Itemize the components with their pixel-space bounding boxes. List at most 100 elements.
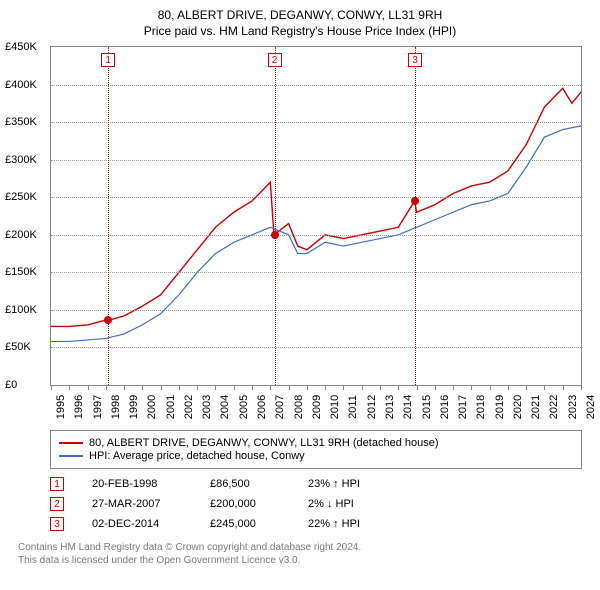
y-axis-label: £200K — [5, 229, 37, 241]
x-tick — [471, 385, 472, 390]
events-table: 1 20-FEB-1998 £86,500 23% ↑ HPI 2 27-MAR… — [50, 477, 582, 531]
x-axis-label: 2000 — [146, 395, 158, 419]
x-tick — [544, 385, 545, 390]
x-axis-label: 2005 — [238, 395, 250, 419]
event-marker: 3 — [50, 517, 64, 531]
footer-attribution: Contains HM Land Registry data © Crown c… — [18, 541, 582, 567]
event-date: 02-DEC-2014 — [92, 518, 182, 530]
x-axis-label: 2012 — [366, 395, 378, 419]
x-axis-label: 2016 — [439, 395, 451, 419]
gridline — [51, 272, 581, 273]
x-axis-label: 2024 — [585, 395, 597, 419]
chart-plot-svg — [51, 47, 581, 385]
legend-swatch — [59, 442, 83, 444]
event-pct: 2% ↓ HPI — [308, 498, 398, 510]
event-marker: 2 — [268, 53, 282, 67]
x-tick — [289, 385, 290, 390]
x-axis-label: 1997 — [92, 395, 104, 419]
x-tick — [343, 385, 344, 390]
x-axis-label: 1995 — [55, 395, 67, 419]
legend-label: 80, ALBERT DRIVE, DEGANWY, CONWY, LL31 9… — [89, 437, 439, 449]
event-dot — [271, 231, 279, 239]
x-axis-label: 2009 — [311, 395, 323, 419]
x-tick — [453, 385, 454, 390]
event-date: 27-MAR-2007 — [92, 498, 182, 510]
x-tick — [234, 385, 235, 390]
y-axis-label: £150K — [5, 266, 37, 278]
event-row: 1 20-FEB-1998 £86,500 23% ↑ HPI — [50, 477, 582, 491]
gridline — [51, 310, 581, 311]
event-row: 2 27-MAR-2007 £200,000 2% ↓ HPI — [50, 497, 582, 511]
footer-line: This data is licensed under the Open Gov… — [18, 554, 582, 567]
gridline — [51, 347, 581, 348]
x-axis-label: 1999 — [128, 395, 140, 419]
event-marker: 2 — [50, 497, 64, 511]
legend-swatch — [59, 455, 83, 457]
x-axis-label: 2007 — [274, 395, 286, 419]
event-date: 20-FEB-1998 — [92, 478, 182, 490]
x-tick — [88, 385, 89, 390]
event-marker: 1 — [50, 477, 64, 491]
event-price: £86,500 — [210, 478, 280, 490]
x-axis-label: 2020 — [512, 395, 524, 419]
x-tick — [417, 385, 418, 390]
x-tick — [270, 385, 271, 390]
event-dot — [104, 316, 112, 324]
y-axis-label: £250K — [5, 191, 37, 203]
event-pct: 23% ↑ HPI — [308, 478, 398, 490]
footer-line: Contains HM Land Registry data © Crown c… — [18, 541, 582, 554]
x-axis-label: 2019 — [494, 395, 506, 419]
event-vline — [275, 47, 276, 385]
y-axis-label: £100K — [5, 304, 37, 316]
event-marker: 1 — [101, 53, 115, 67]
x-tick — [380, 385, 381, 390]
x-axis-label: 1998 — [110, 395, 122, 419]
x-axis-label: 1996 — [73, 395, 85, 419]
title-line-2: Price paid vs. HM Land Registry's House … — [0, 24, 600, 38]
y-axis-label: £400K — [5, 79, 37, 91]
x-tick — [362, 385, 363, 390]
gridline — [51, 197, 581, 198]
x-tick — [508, 385, 509, 390]
legend-label: HPI: Average price, detached house, Conw… — [89, 450, 305, 462]
y-axis-label: £0 — [5, 379, 17, 391]
event-vline — [415, 47, 416, 385]
legend-row: HPI: Average price, detached house, Conw… — [59, 450, 573, 462]
x-tick — [398, 385, 399, 390]
x-axis-label: 2017 — [457, 395, 469, 419]
event-vline — [108, 47, 109, 385]
x-tick — [581, 385, 582, 390]
x-axis-label: 2002 — [183, 395, 195, 419]
x-tick — [124, 385, 125, 390]
y-axis-label: £450K — [5, 41, 37, 53]
x-axis-label: 2022 — [548, 395, 560, 419]
x-tick — [215, 385, 216, 390]
x-axis-label: 2001 — [165, 395, 177, 419]
gridline — [51, 235, 581, 236]
x-axis-label: 2003 — [201, 395, 213, 419]
x-tick — [563, 385, 564, 390]
y-axis-label: £300K — [5, 154, 37, 166]
gridline — [51, 160, 581, 161]
x-axis-label: 2010 — [329, 395, 341, 419]
x-tick — [197, 385, 198, 390]
x-tick — [490, 385, 491, 390]
x-axis-label: 2013 — [384, 395, 396, 419]
x-tick — [51, 385, 52, 390]
y-axis-label: £350K — [5, 116, 37, 128]
x-axis-label: 2018 — [475, 395, 487, 419]
gridline — [51, 122, 581, 123]
title-line-1: 80, ALBERT DRIVE, DEGANWY, CONWY, LL31 9… — [0, 8, 600, 22]
x-tick — [526, 385, 527, 390]
x-axis-label: 2004 — [219, 395, 231, 419]
x-tick — [435, 385, 436, 390]
x-axis-label: 2011 — [347, 395, 359, 419]
event-dot — [411, 197, 419, 205]
event-row: 3 02-DEC-2014 £245,000 22% ↑ HPI — [50, 517, 582, 531]
event-price: £200,000 — [210, 498, 280, 510]
x-axis-label: 2006 — [256, 395, 268, 419]
x-axis-label: 2021 — [530, 395, 542, 419]
series-line — [51, 88, 581, 326]
y-axis-label: £50K — [5, 341, 31, 353]
x-tick — [106, 385, 107, 390]
